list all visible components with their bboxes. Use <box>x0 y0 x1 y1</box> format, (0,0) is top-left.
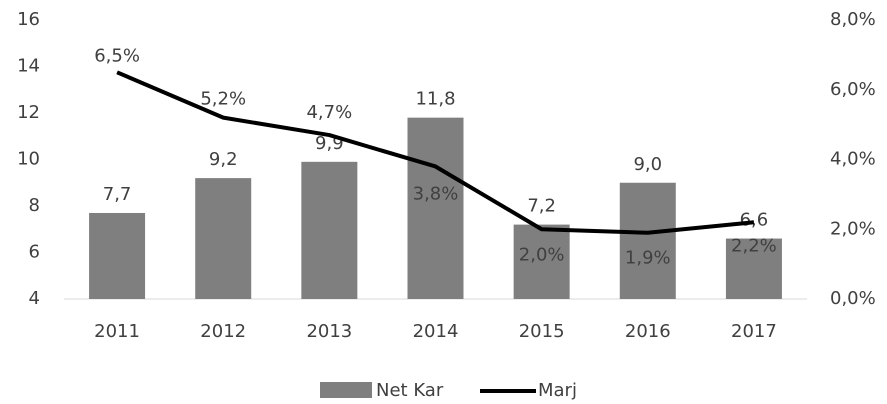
y-tick-label: 14 <box>17 56 40 77</box>
legend-label: Net Kar <box>376 380 444 401</box>
y-tick-label: 12 <box>17 102 40 123</box>
bar <box>195 178 252 299</box>
line-value-label: 2,2% <box>731 235 777 256</box>
x-tick-label: 2015 <box>519 321 565 342</box>
line-value-label: 2,0% <box>519 244 565 265</box>
x-tick-label: 2011 <box>94 321 140 342</box>
y-tick-label: 10 <box>17 149 40 170</box>
y-tick-label: 16 <box>17 9 40 30</box>
legend-label: Marj <box>538 380 577 401</box>
bar-value-label: 9,0 <box>633 154 662 175</box>
bar-value-label: 7,2 <box>527 196 556 217</box>
line <box>116 70 755 235</box>
line-value-label: 4,7% <box>306 102 352 123</box>
bar <box>513 224 570 299</box>
bar <box>89 212 146 299</box>
line-value-label: 3,8% <box>413 183 459 204</box>
bar-value-label: 7,7 <box>103 184 132 205</box>
y2-tick-label: 4,0% <box>830 149 876 170</box>
x-tick-label: 2014 <box>413 321 459 342</box>
legend-swatch <box>320 382 372 398</box>
bar <box>725 238 782 299</box>
line-value-label: 1,9% <box>625 248 671 269</box>
y-tick-label: 4 <box>29 288 40 309</box>
line-value-label: 5,2% <box>200 89 246 110</box>
y2-tick-label: 2,0% <box>830 218 876 239</box>
line-value-label: 6,5% <box>94 45 140 66</box>
bar-value-label: 6,6 <box>740 210 769 231</box>
y-tick-label: 6 <box>29 242 40 263</box>
x-tick-label: 2016 <box>625 321 671 342</box>
x-tick-label: 2017 <box>731 321 777 342</box>
bar <box>301 161 358 299</box>
y2-tick-label: 8,0% <box>830 9 876 30</box>
bar-value-label: 11,8 <box>415 89 455 110</box>
bar <box>407 117 464 300</box>
y-tick-label: 8 <box>29 195 40 216</box>
x-tick-label: 2013 <box>306 321 352 342</box>
x-tick-label: 2012 <box>200 321 246 342</box>
bar-value-label: 9,2 <box>209 149 238 170</box>
y2-tick-label: 6,0% <box>830 79 876 100</box>
bar <box>619 182 676 299</box>
y2-tick-label: 0,0% <box>830 288 876 309</box>
